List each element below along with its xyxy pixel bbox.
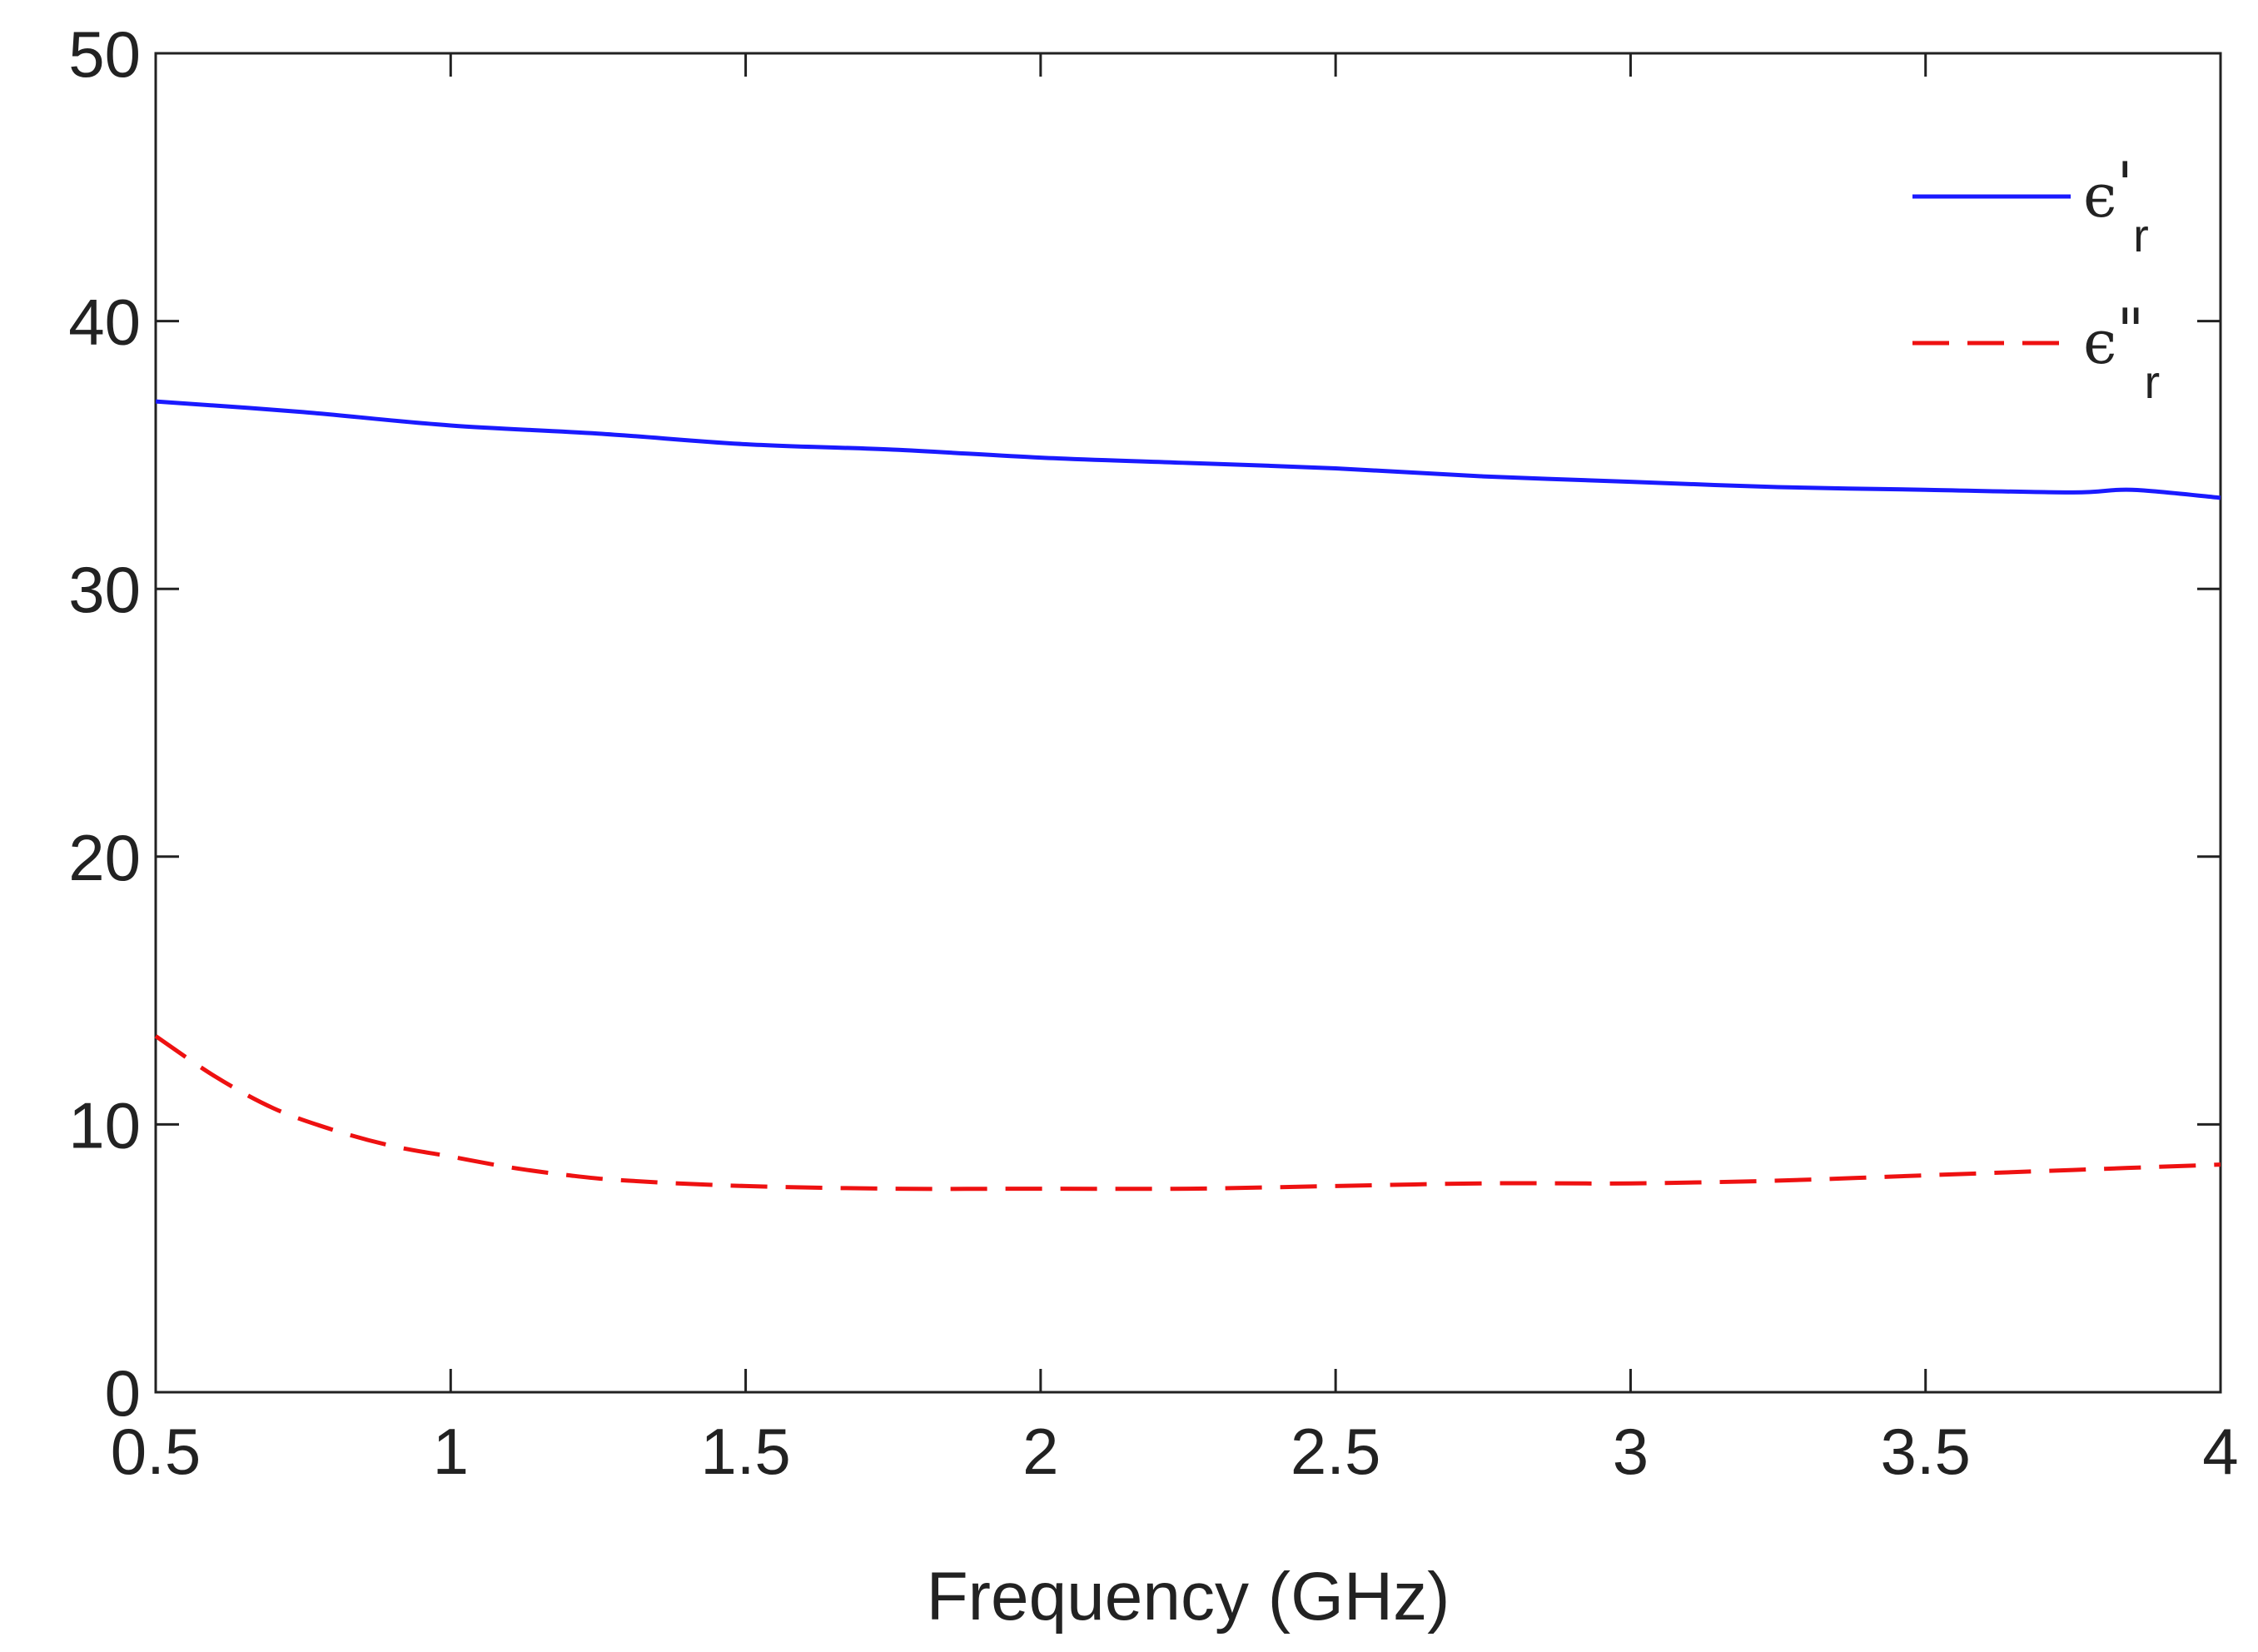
legend: ϵ'rϵ"r (1912, 149, 2160, 408)
x-tick-label: 0.5 (111, 1415, 201, 1488)
y-tick-label: 50 (68, 17, 141, 91)
legend-symbol: ϵ (2083, 307, 2116, 377)
series-line-1 (154, 1034, 2221, 1192)
x-axis-ticks: 0.5 1 1.5 2 2.5 3 3.5 4 (111, 53, 2239, 1488)
series-line-0 (155, 399, 2221, 500)
legend-subscript: r (2144, 356, 2160, 408)
legend-prime: ' (2116, 149, 2133, 219)
plot-area (154, 52, 2222, 1394)
x-tick-label: 4 (2202, 1415, 2238, 1488)
y-tick-label: 0 (105, 1356, 141, 1430)
series-lines (154, 399, 2221, 1192)
y-tick-label: 30 (68, 553, 141, 626)
x-axis-title: Frequency (GHz) (927, 1559, 1450, 1635)
legend-subscript: r (2133, 209, 2149, 261)
y-tick-label: 40 (68, 286, 141, 359)
y-tick-label: 20 (68, 821, 141, 894)
x-tick-label: 2.5 (1291, 1415, 1380, 1488)
legend-label-0: ϵ'r (2083, 149, 2149, 261)
legend-symbol: ϵ (2083, 161, 2116, 231)
x-tick-label: 1 (433, 1415, 469, 1488)
y-axis-ticks: 0 10 20 30 40 50 (68, 17, 2221, 1430)
y-tick-label: 10 (68, 1088, 141, 1162)
legend-label-1: ϵ"r (2083, 296, 2160, 408)
x-tick-label: 3.5 (1880, 1415, 1970, 1488)
x-tick-label: 2 (1022, 1415, 1058, 1488)
x-tick-label: 1.5 (700, 1415, 790, 1488)
x-tick-label: 3 (1613, 1415, 1649, 1488)
legend-prime: " (2116, 296, 2144, 366)
